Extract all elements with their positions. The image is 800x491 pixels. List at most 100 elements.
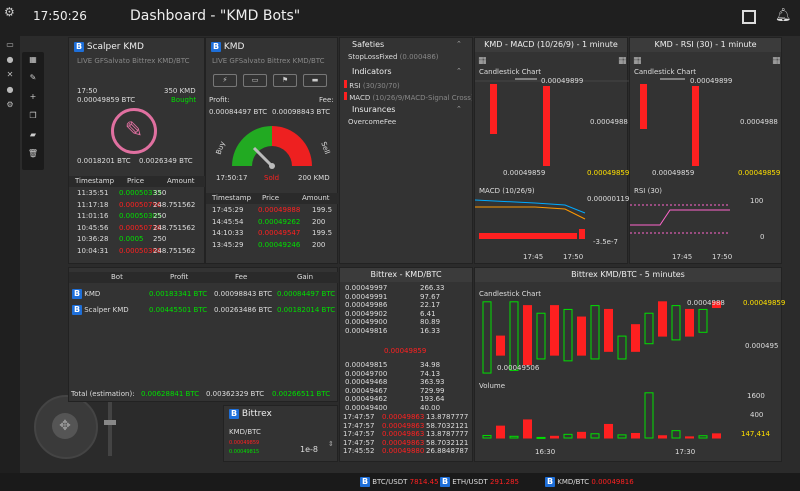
red-marker	[344, 92, 347, 100]
collapse-icon[interactable]: ⌃	[456, 40, 462, 48]
bittrex-panel: B Bittrex KMD/BTC 0.00049859 0.00049815 …	[223, 405, 338, 462]
table-cell: 22.17	[420, 301, 441, 310]
bot-row[interactable]: B Scalper KMD 0.00445501 BTC 0.00263486 BT…	[69, 305, 339, 316]
ticker-bar: B BTC/USDT 7814.45 B ETH/USDT 291.285 B …	[0, 473, 800, 491]
step-input[interactable]: 1e-8	[300, 445, 318, 454]
fullscreen-icon[interactable]	[742, 10, 756, 24]
scalper-price: 0.00049859 BTC	[77, 96, 136, 104]
table-cell: 0.00049997	[345, 284, 388, 292]
table-cell: 0.00049262	[258, 217, 301, 226]
candle-label: Candlestick Chart	[634, 68, 697, 76]
x-label-2: 17:50	[563, 253, 584, 261]
table-cell: 16.33	[420, 327, 441, 335]
stoploss-name: StopLossFixed	[348, 53, 398, 61]
table-cell: 0.00049888	[258, 206, 301, 214]
table-cell: 11:17:18	[77, 200, 109, 209]
add-icon[interactable]: +	[29, 92, 37, 101]
table-cell: 40.00	[420, 404, 441, 412]
grid-icon[interactable]: ▦	[29, 55, 37, 64]
bulb-icon[interactable]: ●	[6, 55, 14, 64]
candle	[550, 305, 559, 356]
scalper-status: Bought	[171, 96, 197, 104]
five-current-price: 0.00049859	[743, 299, 786, 307]
table-cell: 729.99	[420, 386, 445, 395]
bell-icon[interactable]: 🔔︎	[775, 8, 792, 23]
copy-icon[interactable]: ❐	[29, 111, 37, 120]
stepper-icon[interactable]: ⇕	[328, 440, 334, 448]
table-cell: 34.98	[420, 361, 441, 369]
bittrex-pair: KMD/BTC	[229, 428, 261, 436]
volume-bar	[658, 435, 667, 439]
eraser-icon[interactable]: ▰	[29, 130, 37, 139]
candle	[644, 312, 654, 345]
current-price: 0.00049859	[587, 169, 630, 177]
indicators-header[interactable]: Indicators	[352, 67, 392, 76]
col-price: Price	[262, 194, 280, 202]
table-row: 14:10:33 0.00049547 199.5	[206, 228, 339, 239]
candle	[536, 312, 546, 360]
macd-chart-panel: KMD - MACD (10/26/9) - 1 minute ▦ ▦ Cand…	[474, 37, 630, 264]
settings-icon[interactable]: ⚙	[6, 100, 14, 109]
monitor-icon[interactable]: ▭	[6, 40, 14, 49]
user-icon[interactable]: ●	[6, 85, 14, 94]
table-cell: 17:47:57	[343, 438, 375, 447]
ticker-kmd[interactable]: B KMD/BTC 0.00049816	[545, 477, 634, 487]
bot-row[interactable]: B KMD 0.00183341 BTC 0.00098843 BTC 0.00084…	[69, 289, 339, 300]
red-marker	[344, 80, 347, 88]
five-candle-label: Candlestick Chart	[479, 290, 542, 298]
table-cell: 17:45:29	[212, 206, 244, 214]
trash-icon[interactable]: 🗑︎	[27, 149, 39, 158]
zoom-slider-handle[interactable]	[104, 420, 116, 425]
bots-summary-panel: Bot Profit Fee Gain B KMD 0.00183341 BTC 0…	[68, 267, 339, 402]
table-cell: 0.00049816	[345, 327, 388, 335]
collapse-icon[interactable]: ⌃	[456, 67, 462, 75]
safeties-header[interactable]: Safeties	[352, 40, 385, 49]
joystick[interactable]	[34, 395, 98, 459]
grid-icon[interactable]: ▦	[772, 56, 781, 66]
table-row: 0.00049700 74.13	[340, 369, 474, 380]
flag-button[interactable]: ⚑	[273, 74, 297, 87]
grid-icon[interactable]: ▦	[618, 56, 627, 66]
kmd-subtitle: LIVE GFSalvato Bittrex KMD/BTC	[212, 57, 325, 65]
macd-label: MACD (10/26/9)	[479, 187, 535, 195]
table-cell: 250	[153, 235, 167, 243]
table-row: 0.00049997 266.33	[340, 283, 474, 294]
bot-name: KMD	[84, 290, 101, 298]
table-cell: 363.93	[420, 378, 445, 387]
five-chart-title: Bittrex KMD/BTC - 5 minutes	[475, 268, 781, 282]
table-cell: 0.00050738	[119, 223, 162, 232]
money-button[interactable]: ▭	[243, 74, 267, 87]
candle	[509, 301, 519, 371]
table-cell: 0.00049902	[345, 309, 388, 318]
joystick-knob[interactable]: ✥	[52, 413, 78, 439]
ticker-eth[interactable]: B ETH/USDT 291.285	[440, 477, 519, 487]
candle-icon[interactable]: ▦	[633, 56, 642, 66]
volume-bar	[712, 433, 721, 439]
volume-bar	[482, 434, 492, 439]
table-row: 11:35:51 0.00050333 350	[69, 188, 206, 199]
macd-value: (10/26/9/MACD-Signal Cross)	[372, 94, 472, 102]
insurances-header[interactable]: Insurances	[352, 105, 396, 114]
laptop-button[interactable]: ▬	[303, 74, 327, 87]
table-row: 17:47:57 0.00049863 13.8787777	[340, 429, 474, 440]
volume-bar	[563, 433, 573, 439]
ticker-kmd-label: KMD/BTC	[557, 478, 590, 486]
table-row: 0.00049900 80.89	[340, 317, 474, 328]
price-tag-2: 0.0004988	[740, 118, 778, 126]
table-cell: 199.5	[312, 206, 333, 214]
bot-fee: 0.00263486 BTC	[214, 306, 273, 314]
candle	[617, 335, 627, 360]
ticker-btc[interactable]: B BTC/USDT 7814.45	[360, 477, 439, 487]
candle	[631, 324, 640, 352]
candle	[658, 301, 667, 337]
five-price-3: 0.00049506	[497, 364, 540, 372]
collapse-icon[interactable]: ⌃	[456, 105, 462, 113]
zoom-slider[interactable]	[108, 400, 112, 456]
plug-button[interactable]: ⚡	[213, 74, 237, 87]
page-title: Dashboard - "KMD Bots"	[130, 8, 301, 24]
candle-icon[interactable]: ▦	[478, 56, 487, 66]
app-logo-icon[interactable]: ⚙	[4, 5, 15, 19]
table-row: 0.00049400 40.00	[340, 403, 474, 414]
tools-icon[interactable]: ✕	[6, 70, 14, 79]
edit-icon[interactable]: ✎	[29, 73, 37, 82]
